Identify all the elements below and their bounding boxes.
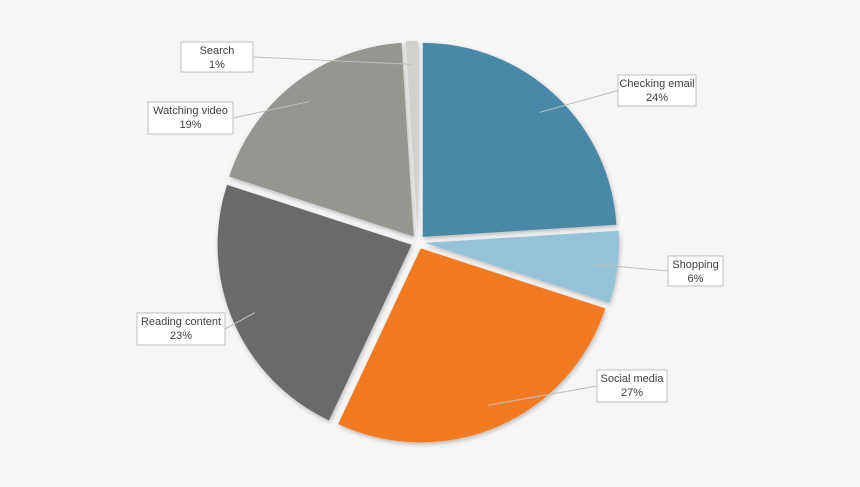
slice xyxy=(338,248,606,443)
label-box xyxy=(147,101,234,135)
pie xyxy=(217,41,619,443)
slice xyxy=(405,41,418,236)
value-label: 6% xyxy=(688,273,704,285)
category-label: Social media xyxy=(601,373,665,385)
label-box xyxy=(136,312,226,346)
label-box xyxy=(180,41,254,73)
label-box xyxy=(667,255,724,287)
labels: Checking email 24% Shopping 6% Social media 2… xyxy=(136,41,724,406)
value-label: 1% xyxy=(209,59,225,71)
value-label: 23% xyxy=(170,330,192,342)
slice xyxy=(422,42,617,237)
leader-line xyxy=(232,101,310,119)
leader-line xyxy=(539,90,619,113)
value-label: 27% xyxy=(621,387,643,399)
category-label: Reading content xyxy=(141,316,221,328)
leader-line xyxy=(252,56,413,65)
label-box xyxy=(596,369,668,403)
slice xyxy=(217,184,412,421)
leader-line xyxy=(488,385,598,406)
category-label: Shopping xyxy=(672,259,719,271)
label-box xyxy=(617,74,697,107)
value-label: 24% xyxy=(646,92,668,104)
value-label: 19% xyxy=(179,119,201,131)
category-label: Checking email xyxy=(619,78,694,90)
slice xyxy=(229,42,414,237)
category-label: Search xyxy=(200,45,235,57)
leader-line xyxy=(224,312,256,330)
leader-line xyxy=(594,263,669,272)
category-label: Watching video xyxy=(153,105,228,117)
slice xyxy=(424,230,619,303)
